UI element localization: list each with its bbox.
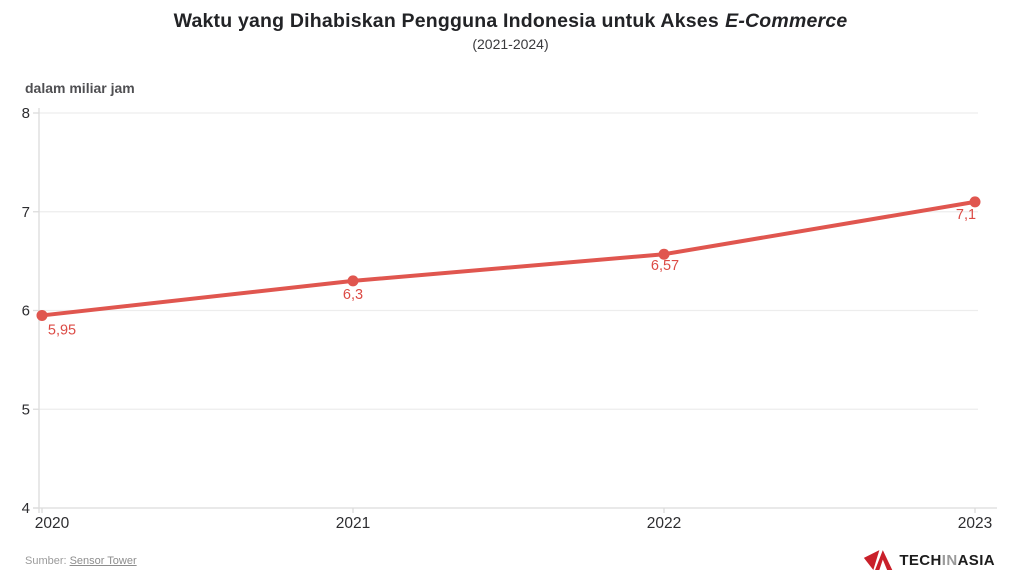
data-point-label: 5,95	[48, 322, 76, 338]
x-tick-label: 2022	[647, 515, 681, 532]
y-tick-label: 6	[22, 303, 30, 320]
x-tick-label: 2020	[35, 515, 70, 532]
data-point-label: 7,1	[956, 207, 976, 223]
data-point	[36, 309, 48, 321]
data-line	[40, 199, 977, 318]
data-point	[347, 275, 359, 287]
data-point	[969, 196, 981, 208]
source-prefix: Sumber:	[25, 555, 67, 567]
y-axis-unit-label: dalam miliar jam	[25, 80, 135, 96]
logo-text-in: IN	[941, 551, 958, 569]
data-point-label: 6,3	[343, 287, 363, 303]
x-tick-label: 2023	[958, 515, 992, 532]
y-tick-label: 5	[22, 401, 30, 418]
data-point	[658, 248, 670, 260]
y-tick-label: 7	[22, 204, 30, 221]
source-attribution: Sumber: Sensor Tower	[25, 555, 137, 567]
chart-subtitle: (2021-2024)	[472, 36, 549, 52]
y-tick-label: 4	[22, 500, 30, 517]
y-tick-label: 8	[22, 105, 30, 122]
tech-in-asia-logo: TECH IN ASIA	[863, 547, 995, 573]
source-link[interactable]: Sensor Tower	[69, 555, 137, 567]
tech-in-asia-wordmark: TECH IN ASIA	[899, 552, 995, 569]
tech-in-asia-mark-icon	[864, 549, 893, 570]
logo-text-asia: ASIA	[957, 551, 995, 569]
logo-text-tech: TECH	[899, 551, 942, 569]
data-point-label: 6,57	[651, 258, 679, 274]
page-title-italic: E-Commerce	[725, 10, 848, 32]
page-title: Waktu yang Dihabiskan Pengguna Indonesia…	[0, 10, 1021, 33]
page-title-main: Waktu yang Dihabiskan Pengguna Indonesia…	[173, 10, 719, 32]
x-tick-label: 2021	[336, 515, 370, 532]
